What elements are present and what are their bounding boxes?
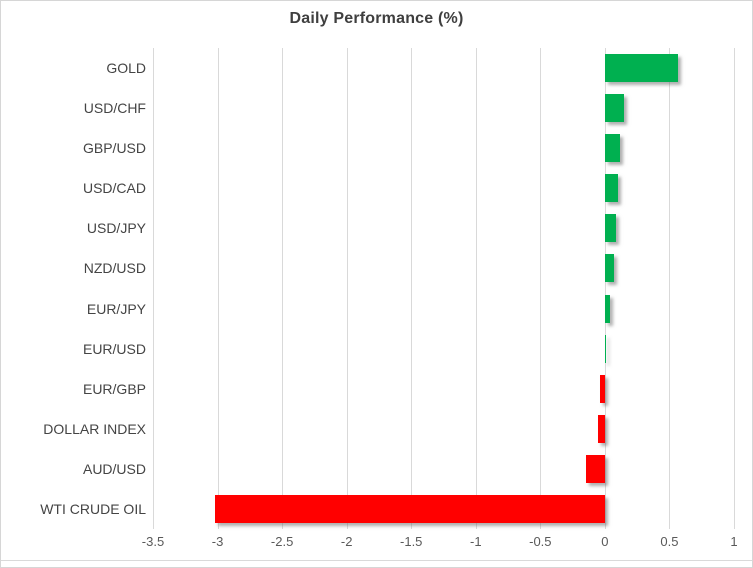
gridline [346,48,348,529]
bar-gold [604,54,679,83]
bar-row [153,329,734,369]
category-label: USD/JPY [86,220,146,237]
x-tick-label: -1.5 [400,534,423,549]
x-tick-label: -3 [211,534,224,549]
category-label: EUR/GBP [82,380,146,397]
bar-eur-gbp [599,374,605,403]
x-tick-label: 0.5 [660,534,679,549]
category-label: AUD/USD [82,460,146,477]
gridline [282,48,284,529]
bar-row [153,168,734,208]
gridline [153,48,154,529]
category-label: EUR/USD [82,340,146,357]
gridline [540,48,542,529]
x-tick-label: -3.5 [141,534,165,549]
gridline [669,48,671,529]
bar-eur-usd [604,334,607,363]
category-label: USD/CHF [83,100,146,117]
gridline [734,48,735,529]
bar-row [153,449,734,489]
bar-row [153,128,734,168]
x-tick-label: -2 [340,534,353,549]
bar-row [153,48,734,88]
x-tick-label: 0 [601,534,609,549]
bar-dollar-index [598,414,605,443]
bar-gbp-usd [604,134,621,163]
category-label: WTI CRUDE OIL [40,500,146,517]
x-tick-label: -2.5 [270,534,294,549]
chart-bottom-border [1,560,752,561]
category-label: USD/CAD [82,180,146,197]
bar-row [153,208,734,248]
category-label: GOLD [106,60,146,77]
bar-row [153,288,734,328]
value-axis: -3.5 -3 -2.5 -2 -1.5 -1 -0.5 0 0.5 1 [142,534,738,554]
bar-wti-crude-oil [214,494,605,523]
bar-row [153,88,734,128]
bar-row [153,409,734,449]
bar-nzd-usd [604,254,614,283]
category-label: NZD/USD [83,260,146,277]
gridline [604,48,606,529]
plot-area [153,48,735,529]
chart-title: Daily Performance (%) [289,10,464,27]
bar-usd-chf [604,94,625,123]
category-label: GBP/USD [82,140,146,157]
x-tick-label: -0.5 [529,534,552,549]
bar-usd-jpy [604,214,617,243]
bar-row [153,489,734,529]
category-axis: GOLD USD/CHF GBP/USD USD/CAD USD/JPY NZD/USD E… [1,48,146,529]
category-label: EUR/JPY [86,300,146,317]
bar-aud-usd [585,454,605,483]
gridline [411,48,413,529]
bar-eur-jpy [604,294,611,323]
x-tick-label: -1 [469,534,482,549]
gridline [217,48,219,529]
x-tick-label: 1 [730,534,738,549]
bar-row [153,248,734,288]
bar-row [153,369,734,409]
gridline [475,48,477,529]
bar-usd-cad [604,174,618,203]
category-label: DOLLAR INDEX [43,420,146,437]
